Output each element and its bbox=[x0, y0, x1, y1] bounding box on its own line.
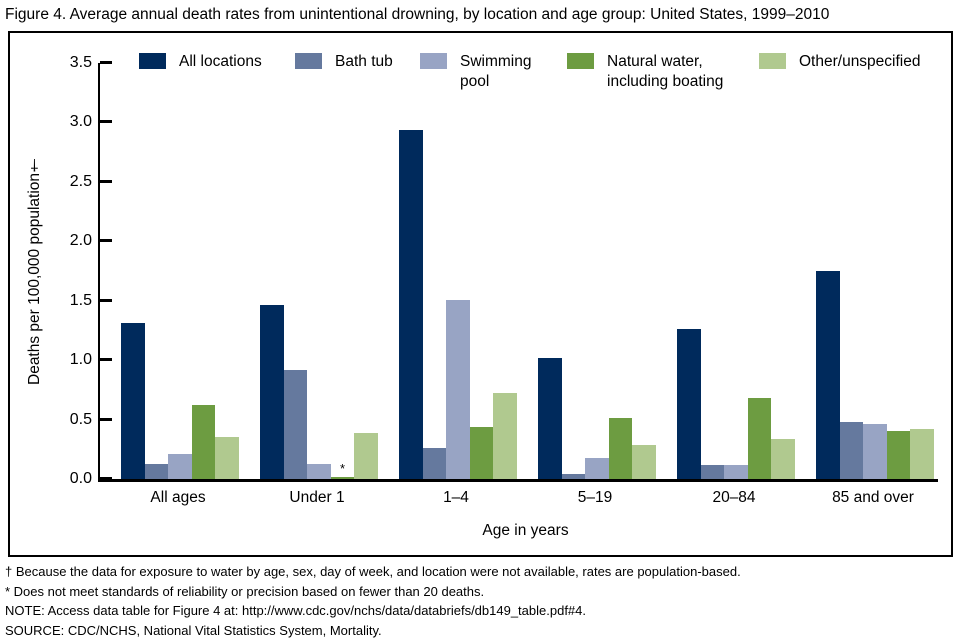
bar-flag-asterisk: * bbox=[331, 461, 355, 476]
bar bbox=[748, 398, 772, 479]
bar bbox=[771, 439, 795, 479]
y-tick-mark bbox=[100, 477, 112, 480]
bar bbox=[399, 130, 423, 479]
x-tick-label: All ages bbox=[150, 489, 205, 507]
bar bbox=[307, 464, 331, 479]
bar-group bbox=[121, 323, 239, 479]
y-tick-label: 3.0 bbox=[70, 113, 92, 131]
bar bbox=[215, 437, 239, 479]
footnotes: † Because the data for exposure to water… bbox=[5, 562, 741, 640]
bar bbox=[609, 418, 633, 479]
bar bbox=[562, 474, 586, 479]
bar bbox=[677, 329, 701, 479]
bar bbox=[470, 427, 494, 479]
y-axis-label: Deaths per 100,000 population† bbox=[24, 63, 46, 479]
bar bbox=[192, 405, 216, 479]
bar bbox=[354, 433, 378, 479]
y-tick-label: 3.5 bbox=[70, 54, 92, 72]
y-tick-label: 2.5 bbox=[70, 173, 92, 191]
y-tick-label: 0.5 bbox=[70, 411, 92, 429]
x-tick-label: Under 1 bbox=[289, 489, 344, 507]
bar bbox=[887, 431, 911, 479]
footnote-note: NOTE: Access data table for Figure 4 at:… bbox=[5, 601, 741, 621]
y-tick-label: 2.0 bbox=[70, 232, 92, 250]
bar-group bbox=[816, 271, 934, 479]
bar bbox=[816, 271, 840, 479]
bar bbox=[701, 465, 725, 479]
footnote-asterisk: * Does not meet standards of reliability… bbox=[5, 582, 741, 602]
y-tick-label: 1.5 bbox=[70, 292, 92, 310]
bar bbox=[724, 465, 748, 479]
x-tick-label: 85 and over bbox=[832, 489, 914, 507]
bar-group bbox=[538, 358, 656, 479]
bar bbox=[145, 464, 169, 479]
y-tick-mark bbox=[100, 120, 112, 123]
y-tick-mark bbox=[100, 61, 112, 64]
y-tick-mark bbox=[100, 418, 112, 421]
figure-title: Figure 4. Average annual death rates fro… bbox=[5, 6, 829, 24]
x-tick-label: 20–84 bbox=[712, 489, 755, 507]
bar bbox=[493, 393, 517, 479]
bar bbox=[910, 429, 934, 479]
bar: * bbox=[331, 477, 355, 479]
y-tick-mark bbox=[100, 299, 112, 302]
bar bbox=[423, 448, 447, 479]
y-tick-label: 1.0 bbox=[70, 351, 92, 369]
bar bbox=[284, 370, 308, 479]
x-axis-tick-labels: All ages Under 1 1–4 5–19 20–84 85 and over bbox=[98, 489, 936, 509]
footnote-source: SOURCE: CDC/NCHS, National Vital Statist… bbox=[5, 621, 741, 640]
plot-area: * bbox=[98, 63, 938, 482]
bar-group bbox=[399, 130, 517, 479]
bar bbox=[863, 424, 887, 479]
bar bbox=[840, 422, 864, 479]
bar bbox=[260, 305, 284, 479]
x-tick-label: 1–4 bbox=[443, 489, 469, 507]
bar bbox=[632, 445, 656, 479]
bar bbox=[121, 323, 145, 479]
x-axis-label: Age in years bbox=[119, 522, 932, 540]
y-tick-mark bbox=[100, 358, 112, 361]
y-tick-mark bbox=[100, 239, 112, 242]
footnote-dagger: † Because the data for exposure to water… bbox=[5, 562, 741, 582]
bar bbox=[585, 458, 609, 479]
bar bbox=[538, 358, 562, 479]
y-tick-mark bbox=[100, 180, 112, 183]
bar bbox=[168, 454, 192, 479]
bar-group bbox=[677, 329, 795, 479]
x-tick-label: 5–19 bbox=[578, 489, 612, 507]
y-tick-label: 0.0 bbox=[70, 470, 92, 488]
bar-group: * bbox=[260, 305, 378, 479]
bar bbox=[446, 300, 470, 479]
